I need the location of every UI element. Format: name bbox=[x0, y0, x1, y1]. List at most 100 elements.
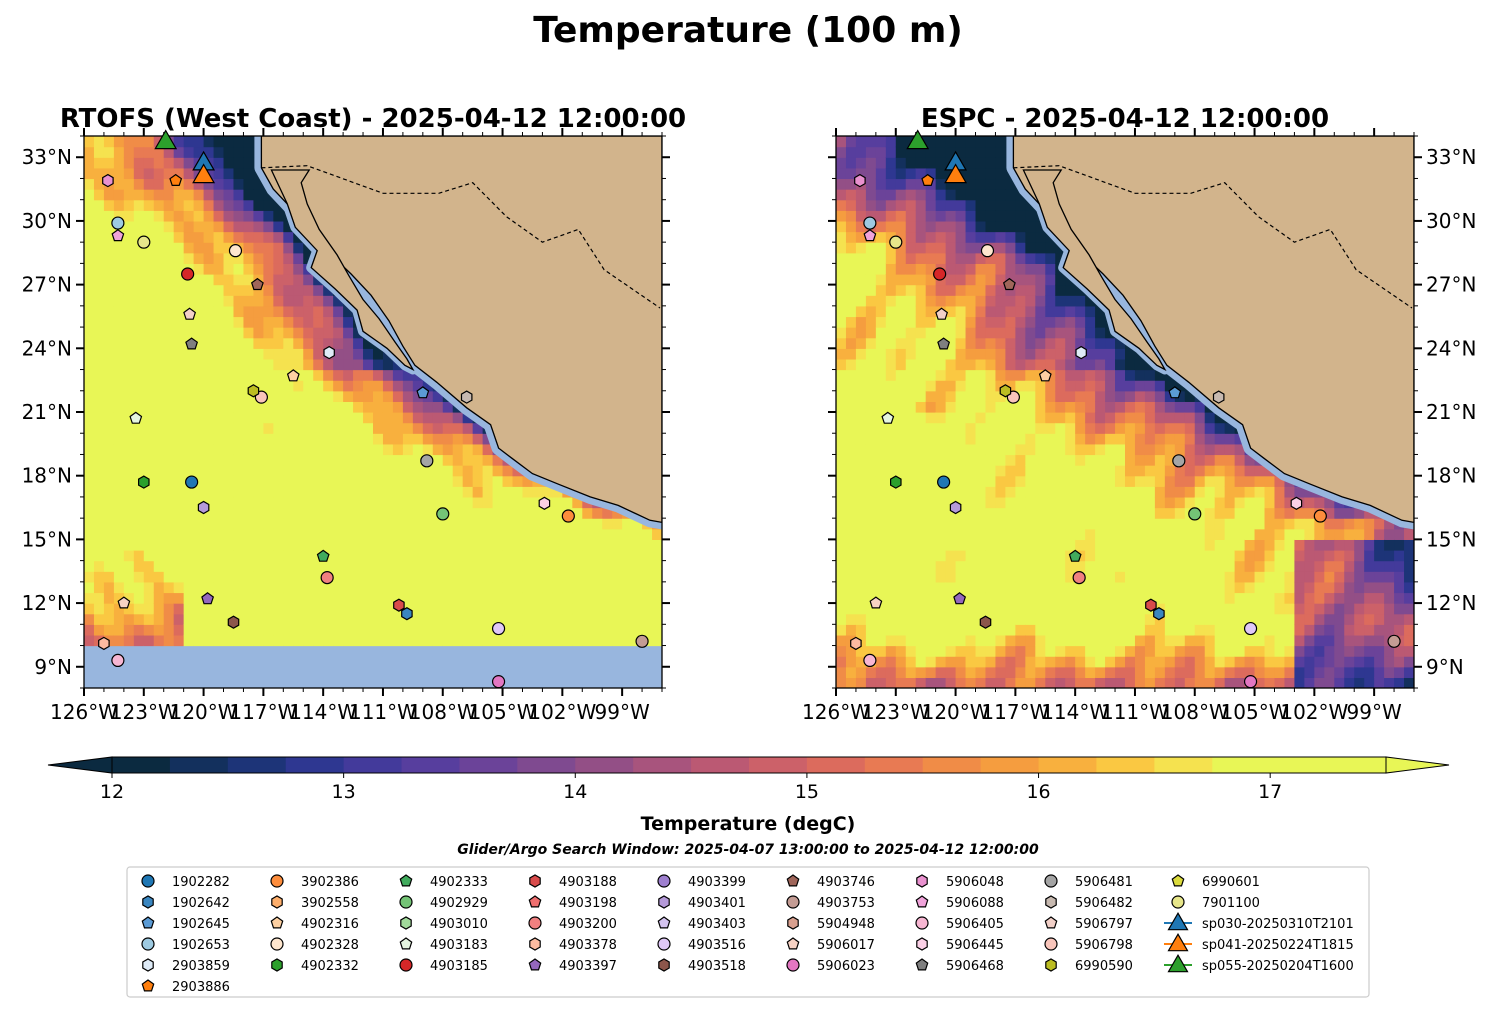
legend-label: 4903397 bbox=[559, 959, 617, 974]
colorbar-tick-label: 12 bbox=[100, 781, 124, 803]
legend-marker bbox=[399, 937, 413, 950]
legend-marker bbox=[142, 895, 154, 909]
legend-marker bbox=[916, 874, 928, 888]
obs-marker-5906017 bbox=[869, 596, 883, 609]
legend-marker bbox=[915, 916, 929, 930]
obs-marker-4903185 bbox=[181, 267, 195, 281]
obs-marker-5906405 bbox=[863, 653, 877, 668]
legend-marker bbox=[399, 895, 413, 909]
obs-marker-4903746 bbox=[1002, 277, 1016, 291]
obs-marker-4903188 bbox=[1145, 598, 1157, 612]
legend: 1902282 1902642 1902645 1902653 2903859 29038… bbox=[126, 866, 1370, 998]
legend-label: 4902332 bbox=[301, 959, 359, 974]
lon-tick-label: 123°W bbox=[862, 700, 930, 724]
colorbar-segment bbox=[806, 757, 866, 773]
colorbar-segment bbox=[980, 757, 1040, 773]
lon-tick-label: 120°W bbox=[922, 700, 990, 724]
obs-marker-6990590 bbox=[999, 384, 1012, 398]
obs-marker-7901100 bbox=[137, 235, 151, 249]
legend-label: 2903886 bbox=[172, 980, 230, 995]
legend-marker bbox=[528, 895, 542, 908]
colorbar-tick-label: 16 bbox=[1026, 781, 1050, 803]
figure-title: Temperature (100 m) bbox=[533, 10, 963, 51]
legend-label: 4903188 bbox=[559, 875, 617, 890]
lat-tick-label: 30°N bbox=[1426, 209, 1476, 233]
colorbar-tick-label: 13 bbox=[332, 781, 356, 803]
lat-tick-label: 33°N bbox=[22, 145, 72, 169]
obs-marker-5906482 bbox=[460, 390, 473, 404]
legend-marker bbox=[142, 958, 154, 972]
lon-tick-label: 99°W bbox=[1347, 700, 1402, 724]
legend-marker bbox=[915, 958, 929, 971]
colorbar-tick-label: 14 bbox=[563, 781, 587, 803]
legend-label: sp055-20250204T1600 bbox=[1202, 959, 1354, 974]
colorbar-label: Temperature (degC) bbox=[641, 813, 856, 835]
obs-marker-4903516 bbox=[1243, 621, 1258, 636]
colorbar-segment bbox=[517, 757, 576, 773]
colorbar-segment bbox=[922, 757, 982, 773]
obs-marker-4903746 bbox=[250, 277, 264, 291]
map-title-espc: ESPC - 2025-04-12 12:00:00 bbox=[921, 104, 1329, 134]
lat-tick-label: 21°N bbox=[1426, 400, 1476, 424]
lat-tick-label: 9°N bbox=[34, 655, 72, 679]
obs-marker-4903401 bbox=[949, 500, 962, 515]
obs-marker-5906445 bbox=[538, 496, 551, 510]
obs-marker-2903859 bbox=[323, 345, 335, 360]
obs-marker-1902645 bbox=[1168, 386, 1182, 399]
obs-marker-7901100 bbox=[889, 235, 903, 249]
legend-frame bbox=[126, 866, 1370, 998]
obs-marker-sp055-20250204T1600 bbox=[154, 129, 178, 150]
legend-marker bbox=[1045, 895, 1057, 909]
obs-marker-4903518 bbox=[227, 615, 240, 629]
legend-label: 4903378 bbox=[559, 938, 617, 953]
lon-tick-label: 117°W bbox=[229, 700, 297, 724]
legend-marker bbox=[1167, 911, 1189, 931]
obs-marker-4903200 bbox=[320, 570, 334, 585]
obs-marker-5906481 bbox=[1172, 454, 1186, 468]
colorbar-segment bbox=[227, 757, 287, 773]
search-window-text: Glider/Argo Search Window: 2025-04-07 13… bbox=[457, 842, 1039, 858]
legend-marker bbox=[399, 874, 413, 887]
legend-label: 4903183 bbox=[430, 938, 488, 953]
obs-marker-5906023 bbox=[491, 675, 506, 689]
legend-label: sp030-20250310T2101 bbox=[1202, 917, 1354, 932]
legend-label: 3902558 bbox=[301, 896, 359, 911]
obs-marker-4903753 bbox=[1387, 634, 1401, 648]
land-baja bbox=[270, 169, 415, 372]
legend-label: 3902386 bbox=[301, 875, 359, 890]
obs-marker-5906088 bbox=[863, 229, 877, 242]
legend-label: 5906468 bbox=[946, 959, 1004, 974]
legend-label: 5906088 bbox=[946, 896, 1004, 911]
legend-marker bbox=[658, 958, 670, 972]
lat-tick-label: 24°N bbox=[22, 336, 72, 360]
colorbar-segment bbox=[575, 757, 634, 773]
legend-label: 5906445 bbox=[946, 938, 1004, 953]
legend-label: 5906048 bbox=[946, 875, 1004, 890]
colorbar-segment bbox=[285, 757, 345, 773]
legend-marker bbox=[1044, 937, 1058, 951]
legend-label: 4903198 bbox=[559, 896, 617, 911]
colorbar-segment bbox=[459, 757, 518, 773]
obs-marker-5906468 bbox=[937, 337, 951, 350]
lat-tick-label: 21°N bbox=[22, 400, 72, 424]
legend-marker bbox=[399, 958, 413, 972]
lon-tick-label: 126°W bbox=[50, 700, 118, 724]
legend-label: 6990590 bbox=[1075, 959, 1133, 974]
legend-marker bbox=[1171, 874, 1185, 887]
legend-marker bbox=[271, 895, 283, 909]
legend-marker bbox=[141, 979, 155, 992]
lat-tick-label: 30°N bbox=[22, 209, 72, 233]
obs-marker-3902386 bbox=[1313, 509, 1327, 523]
legend-marker bbox=[141, 937, 155, 951]
legend-marker bbox=[528, 958, 542, 971]
obs-marker-3902386 bbox=[561, 509, 575, 523]
obs-marker-4902332 bbox=[889, 475, 902, 489]
colorbar-segment bbox=[1038, 757, 1097, 773]
obs-marker-1902642 bbox=[401, 607, 413, 621]
obs-marker-4903397 bbox=[201, 592, 215, 605]
legend-marker bbox=[1044, 916, 1058, 929]
obs-marker-5906445 bbox=[1290, 496, 1303, 510]
obs-marker-4902333 bbox=[316, 549, 330, 562]
obs-marker-2903859 bbox=[1075, 345, 1087, 360]
colorbar-segment bbox=[749, 757, 808, 773]
